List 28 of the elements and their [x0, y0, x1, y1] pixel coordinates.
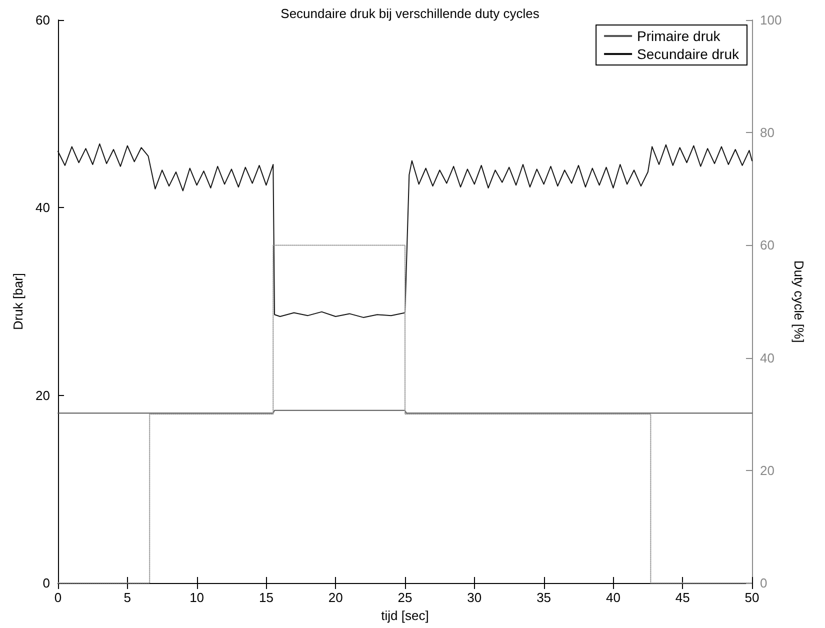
- x-tick-label: 35: [536, 590, 552, 605]
- legend-label: Secundaire druk: [637, 46, 740, 62]
- x-tick-label: 50: [744, 590, 760, 605]
- y-tick-label: 20: [36, 388, 50, 403]
- x-tick-label: 45: [675, 590, 690, 605]
- x-tick-label: 20: [328, 590, 343, 605]
- y2-tick-label: 80: [760, 125, 774, 140]
- x-tick-label: 25: [398, 590, 412, 605]
- y2-tick-label: 20: [760, 462, 774, 478]
- x-axis-title: tijd [sec]: [381, 608, 429, 623]
- legend-label: Primaire druk: [637, 28, 722, 44]
- x-tick-label: 10: [190, 590, 204, 605]
- y2-tick-label: 0: [760, 576, 768, 590]
- chart-title: Secundaire druk bij verschillende duty cycles: [280, 6, 540, 21]
- y2-tick-label: 40: [760, 350, 774, 366]
- y2-tick-label: 100: [760, 12, 782, 28]
- x-tick-label: 40: [606, 590, 620, 605]
- y-tick-label: 0: [42, 576, 50, 590]
- x-tick-label: 0: [54, 590, 62, 605]
- y-tick-label: 40: [36, 200, 50, 216]
- y2-tick-label: 60: [760, 238, 774, 253]
- x-tick-label: 15: [258, 590, 274, 605]
- y-tick-label: 60: [36, 12, 50, 28]
- line-series: [58, 143, 752, 318]
- y-axis-title: Druk [bar]: [10, 272, 26, 330]
- y2-axis-title: Duty cycle [%]: [792, 260, 807, 343]
- x-tick-label: 30: [467, 590, 482, 605]
- x-tick-label: 5: [124, 590, 132, 605]
